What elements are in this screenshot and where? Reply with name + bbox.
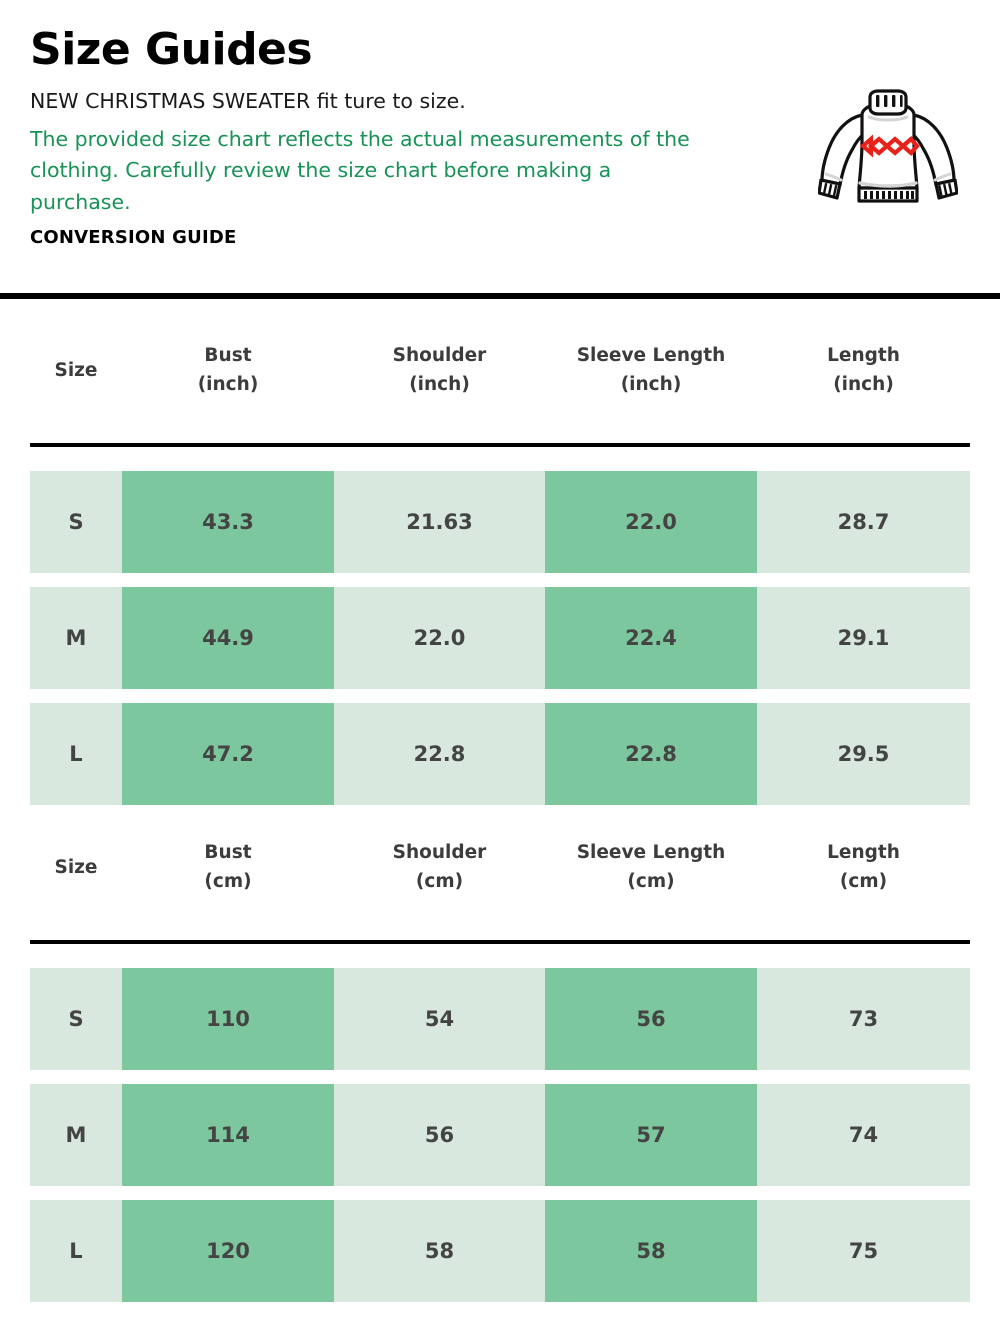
cell-sleeve: 56 (545, 968, 757, 1070)
cell-sleeve: 22.0 (545, 471, 757, 573)
column-header-shoulder: Shoulder (cm) (392, 842, 487, 892)
cell-length: 74 (757, 1084, 970, 1186)
cell-length: 73 (757, 968, 970, 1070)
column-header-length: Length (inch) (827, 345, 900, 395)
table-header-rule-cm (30, 940, 970, 944)
cell-sleeve: 57 (545, 1084, 757, 1186)
column-header-sleeve: Sleeve Length (inch) (576, 345, 726, 395)
cell-length: 75 (757, 1200, 970, 1302)
header-divider (0, 293, 1000, 299)
cell-shoulder: 22.8 (334, 703, 545, 805)
column-header-shoulder: Shoulder (inch) (392, 345, 487, 395)
cell-size: S (30, 968, 122, 1070)
table-row: S 43.3 21.63 22.0 28.7 (30, 471, 970, 573)
cell-shoulder: 22.0 (334, 587, 545, 689)
cell-bust: 47.2 (122, 703, 334, 805)
cell-sleeve: 22.8 (545, 703, 757, 805)
table-header-row-inch: Size Bust (inch) Shoulder (inch) Sleeve Le… (0, 299, 1000, 443)
cell-bust: 110 (122, 968, 334, 1070)
page-title: Size Guides (30, 24, 313, 75)
size-chart-note: The provided size chart reflects the act… (30, 126, 690, 215)
cell-size: M (30, 587, 122, 689)
column-header-bust: Bust (inch) (197, 345, 259, 395)
cell-size: M (30, 1084, 122, 1186)
cell-bust: 120 (122, 1200, 334, 1302)
cell-sleeve: 58 (545, 1200, 757, 1302)
sweater-icon (817, 88, 959, 208)
column-header-size: Size (54, 856, 98, 878)
cell-bust: 43.3 (122, 471, 334, 573)
cell-shoulder: 21.63 (334, 471, 545, 573)
column-header-size: Size (54, 359, 98, 381)
cell-size: L (30, 1200, 122, 1302)
cell-bust: 114 (122, 1084, 334, 1186)
table-row: M 44.9 22.0 22.4 29.1 (30, 587, 970, 689)
cell-length: 29.1 (757, 587, 970, 689)
cell-length: 28.7 (757, 471, 970, 573)
cell-shoulder: 56 (334, 1084, 545, 1186)
cell-shoulder: 58 (334, 1200, 545, 1302)
conversion-guide-label: CONVERSION GUIDE (30, 226, 237, 248)
cell-length: 29.5 (757, 703, 970, 805)
page-header: Size Guides NEW CHRISTMAS SWEATER fit tu… (0, 0, 1000, 248)
table-header-row-cm: Size Bust (cm) Shoulder (cm) Sleeve Length… (0, 796, 1000, 940)
cell-sleeve: 22.4 (545, 587, 757, 689)
column-header-sleeve: Sleeve Length (cm) (576, 842, 726, 892)
table-row: L 47.2 22.8 22.8 29.5 (30, 703, 970, 805)
table-row: M 114 56 57 74 (30, 1084, 970, 1186)
cell-size: L (30, 703, 122, 805)
column-header-length: Length (cm) (827, 842, 900, 892)
cell-size: S (30, 471, 122, 573)
size-table-inch: Size Bust (inch) Shoulder (inch) Sleeve Le… (0, 299, 1000, 819)
product-subtitle: NEW CHRISTMAS SWEATER fit ture to size. (30, 89, 466, 113)
cell-shoulder: 54 (334, 968, 545, 1070)
size-table-cm: Size Bust (cm) Shoulder (cm) Sleeve Length… (0, 796, 1000, 1316)
column-header-bust: Bust (cm) (204, 842, 252, 892)
table-row: L 120 58 58 75 (30, 1200, 970, 1302)
cell-bust: 44.9 (122, 587, 334, 689)
table-header-rule-inch (30, 443, 970, 447)
table-row: S 110 54 56 73 (30, 968, 970, 1070)
